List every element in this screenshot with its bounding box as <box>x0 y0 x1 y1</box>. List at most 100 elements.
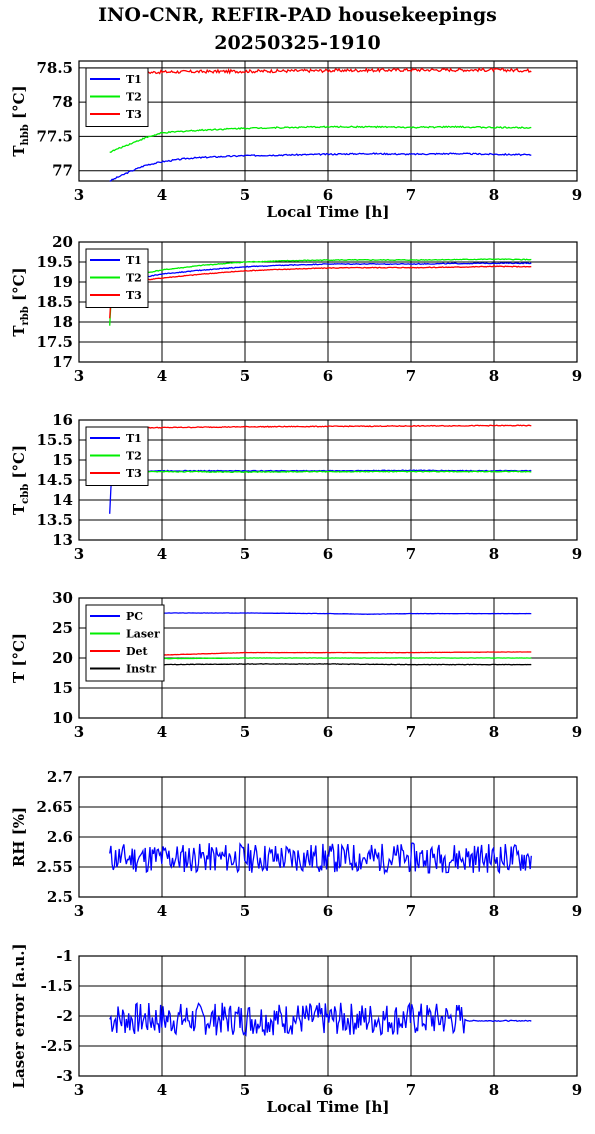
x-tick-label: 7 <box>406 545 416 563</box>
x-tick-label: 4 <box>157 545 167 563</box>
x-tick-label: 6 <box>323 723 333 741</box>
x-tick-label: 9 <box>572 1081 582 1099</box>
y-tick-label: 16 <box>52 411 73 429</box>
series-line-pc <box>112 612 532 615</box>
x-tick-label: 9 <box>572 367 582 385</box>
legend-label: T2 <box>126 450 142 463</box>
x-tick-label: 3 <box>74 186 84 204</box>
panel-6: -3 -2.5 -2 -1.5 -1 3 4 5 6 7 8 9 Local Time [h] Laser… <box>10 943 582 1116</box>
plot-frame <box>78 776 578 898</box>
y-axis-label: Thbb [°C] <box>10 85 31 156</box>
legend-label: T3 <box>126 467 142 480</box>
chart-title-line1: INO-CNR, REFIR-PAD housekeepings <box>98 4 497 26</box>
series-line-t2 <box>109 258 532 326</box>
x-tick-label: 4 <box>157 186 167 204</box>
legend: T1 T2 T3 <box>85 426 149 486</box>
y-tick-label: 30 <box>52 589 73 607</box>
x-tick-label: 8 <box>489 545 499 563</box>
y-tick-label: 2.7 <box>47 768 73 786</box>
plot-frame <box>78 955 578 1077</box>
y-tick-label: -2 <box>56 1007 73 1025</box>
y-axis-label: Laser error [a.u.] <box>10 943 28 1088</box>
y-tick-label: 78 <box>52 93 73 111</box>
x-tick-label: 4 <box>157 1081 167 1099</box>
plot-frame <box>78 597 578 719</box>
series-line <box>109 1002 532 1037</box>
x-tick-label: 9 <box>572 545 582 563</box>
x-tick-label: 5 <box>240 545 250 563</box>
x-tick-label: 9 <box>572 723 582 741</box>
x-tick-label: 3 <box>74 367 84 385</box>
y-tick-label: 20 <box>52 649 73 667</box>
legend-label: T3 <box>126 289 142 302</box>
y-tick-label: -1 <box>56 947 73 965</box>
series-line-t3 <box>109 265 532 319</box>
legend: T1 T2 T3 <box>85 248 149 308</box>
plot-frame <box>78 241 578 363</box>
x-tick-label: 9 <box>572 902 582 920</box>
series-line-t2 <box>109 125 532 154</box>
x-tick-label: 8 <box>489 902 499 920</box>
panel-5: 2.5 2.55 2.6 2.65 2.7 3 4 5 6 7 8 9 RH [%] <box>10 768 582 920</box>
plot-frame <box>78 60 578 182</box>
x-tick-label: 3 <box>74 723 84 741</box>
y-tick-label: 18 <box>52 313 73 331</box>
series-line-t3 <box>120 424 532 429</box>
plot-frame <box>78 419 578 541</box>
x-tick-label: 5 <box>240 186 250 204</box>
x-tick-label: 7 <box>406 723 416 741</box>
x-tick-label: 6 <box>323 367 333 385</box>
x-tick-label: 4 <box>157 367 167 385</box>
y-axis-label: RH [%] <box>10 807 28 867</box>
y-tick-label: 25 <box>52 619 73 637</box>
x-tick-label: 5 <box>240 902 250 920</box>
legend-label: Laser <box>126 628 160 641</box>
x-tick-label: 7 <box>406 902 416 920</box>
y-axis-label: Tcbb [°C] <box>10 445 31 515</box>
x-tick-label: 5 <box>240 1081 250 1099</box>
x-tick-label: 3 <box>74 902 84 920</box>
x-tick-label: 9 <box>572 186 582 204</box>
y-tick-label: 2.65 <box>36 798 73 816</box>
y-tick-label: 15 <box>52 679 73 697</box>
legend-label: T1 <box>126 73 142 86</box>
y-tick-label: 14.5 <box>36 471 73 489</box>
y-tick-label: -2.5 <box>41 1037 73 1055</box>
chart-title-line2: 20250325-1910 <box>214 32 381 54</box>
legend-label: T2 <box>126 91 142 104</box>
y-tick-label: 19.5 <box>36 253 73 271</box>
legend-label: T1 <box>126 254 142 267</box>
x-tick-label: 7 <box>406 186 416 204</box>
y-tick-label: 15 <box>52 451 73 469</box>
panel-2: 17 17.5 18 18.5 19 19.5 20 3 4 5 6 7 8 9 Trbb [°C] T1 T2… <box>10 233 582 385</box>
x-tick-label: 6 <box>323 545 333 563</box>
x-tick-label: 7 <box>406 1081 416 1099</box>
x-tick-label: 5 <box>240 723 250 741</box>
y-axis-label: T [°C] <box>10 633 28 683</box>
panel-4: 10 15 20 25 30 3 4 5 6 7 8 9 T [°C] PC Laser Det Instr <box>10 589 582 741</box>
x-tick-label: 6 <box>323 186 333 204</box>
x-axis-label: Local Time [h] <box>267 203 390 221</box>
y-axis-label: Trbb [°C] <box>10 267 31 336</box>
y-tick-label: 78.5 <box>36 59 73 77</box>
series-line-t2 <box>109 470 532 483</box>
y-tick-label: -3 <box>56 1067 73 1085</box>
x-tick-label: 8 <box>489 1081 499 1099</box>
x-tick-label: 4 <box>157 723 167 741</box>
x-tick-label: 6 <box>323 902 333 920</box>
x-tick-label: 7 <box>406 367 416 385</box>
legend-label: Det <box>126 645 149 658</box>
legend-label: T3 <box>126 108 142 121</box>
series-line-t1 <box>109 152 532 182</box>
y-tick-label: 17 <box>52 353 73 371</box>
y-tick-label: 19 <box>52 273 73 291</box>
panel-3: 13 13.5 14 14.5 15 15.5 16 3 4 5 6 7 8 9 Tcbb [°C] T1 T2… <box>10 411 582 563</box>
series-line-instr <box>112 663 532 666</box>
x-tick-label: 5 <box>240 367 250 385</box>
y-tick-label: 20 <box>52 233 73 251</box>
series-line <box>109 842 532 876</box>
y-tick-label: 13 <box>52 531 73 549</box>
legend: T1 T2 T3 <box>85 67 149 127</box>
series-line-det <box>112 651 532 658</box>
